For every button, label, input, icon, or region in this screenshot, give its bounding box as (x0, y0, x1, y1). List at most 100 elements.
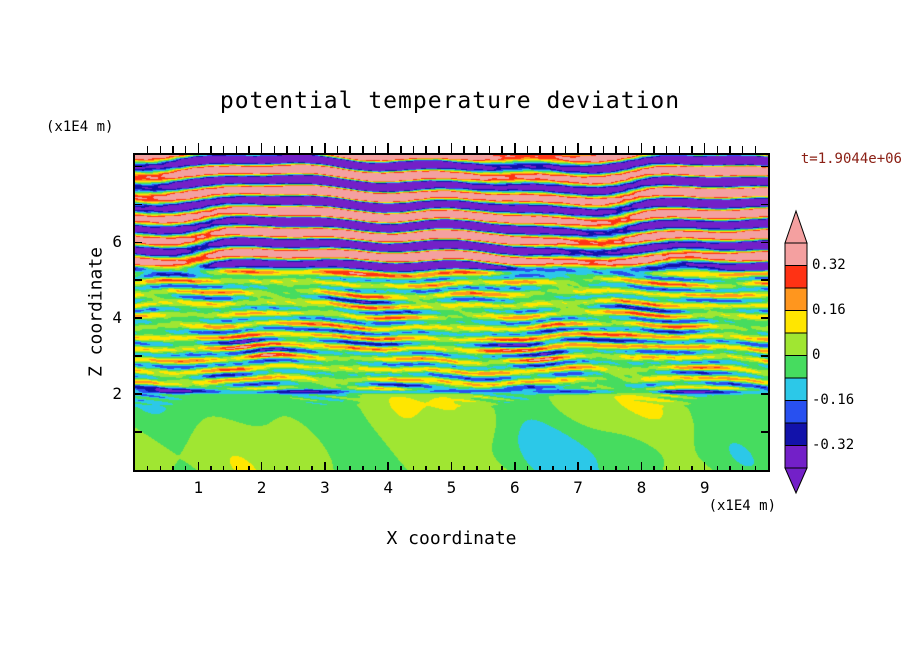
colorbar-arrow (784, 467, 808, 495)
tick-mark (627, 146, 630, 153)
tick-mark (135, 241, 142, 244)
tick-mark (374, 466, 377, 470)
colorbar (784, 209, 808, 495)
tick-mark (501, 146, 503, 153)
tick-mark (716, 466, 719, 470)
tick-mark (412, 466, 415, 470)
tick-mark (286, 146, 288, 153)
tick-mark (222, 466, 225, 470)
tick-mark (552, 146, 554, 153)
tick-mark (349, 146, 351, 153)
colorbar-tick-label: -0.32 (812, 436, 855, 453)
tick-mark (514, 462, 516, 470)
x-tick-label: 9 (699, 478, 710, 497)
tick-mark (703, 143, 706, 153)
tick-mark (761, 393, 768, 395)
tick-mark (665, 146, 668, 153)
tick-mark (678, 146, 681, 153)
tick-mark (761, 279, 768, 281)
tick-mark (273, 146, 275, 153)
tick-mark (716, 146, 719, 153)
tick-mark (235, 466, 238, 470)
plot-title: potential temperature deviation (219, 88, 681, 114)
colorbar-arrow (784, 209, 808, 244)
z-tick-label: 4 (112, 308, 122, 328)
tick-mark (362, 146, 364, 153)
tick-mark (349, 466, 351, 470)
tick-mark (298, 466, 301, 470)
colorbar-band (784, 377, 808, 401)
tick-mark (336, 466, 339, 470)
tick-mark (135, 355, 142, 357)
tick-mark (172, 146, 174, 153)
x-tick-label: 5 (446, 478, 457, 497)
tick-mark (235, 146, 238, 153)
tick-mark (450, 462, 453, 470)
colorbar-band (784, 400, 808, 424)
tick-mark (627, 466, 630, 470)
colorbar-band (784, 355, 808, 379)
colorbar-band (784, 422, 808, 446)
colorbar-band (784, 287, 808, 311)
tick-mark (488, 466, 491, 470)
tick-mark (146, 146, 149, 153)
tick-mark (324, 143, 326, 153)
tick-mark (450, 143, 453, 153)
tick-mark (159, 466, 162, 470)
tick-mark (324, 462, 326, 470)
tick-mark (135, 279, 142, 281)
tick-mark (761, 431, 768, 433)
tick-mark (172, 466, 174, 470)
tick-mark (741, 146, 744, 153)
tick-mark (653, 146, 655, 153)
z-axis-unit: (x1E4 m) (46, 119, 114, 135)
x-tick-label: 7 (573, 478, 583, 497)
tick-mark (400, 146, 402, 153)
tick-mark (362, 466, 364, 470)
tick-mark (273, 466, 275, 470)
tick-mark (222, 146, 225, 153)
tick-mark (761, 241, 768, 244)
z-tick-label: 2 (112, 384, 122, 404)
tick-mark (754, 146, 757, 153)
tick-mark (640, 143, 643, 153)
tick-mark (761, 355, 768, 357)
tick-mark (577, 143, 579, 153)
tick-mark (438, 146, 440, 153)
tick-mark (615, 466, 617, 470)
tick-mark (564, 146, 567, 153)
x-tick-label: 3 (320, 478, 330, 497)
tick-mark (311, 146, 313, 153)
tick-mark (741, 466, 744, 470)
tick-mark (577, 462, 579, 470)
tick-mark (526, 146, 529, 153)
x-tick-label: 6 (509, 478, 520, 497)
tick-mark (210, 146, 212, 153)
tick-mark (476, 466, 478, 470)
tick-mark (602, 146, 605, 153)
plot-frame (133, 153, 770, 472)
tick-mark (210, 466, 212, 470)
tick-mark (640, 462, 643, 470)
tick-mark (501, 466, 503, 470)
x-axis-unit: (x1E4 m) (708, 498, 776, 514)
tick-mark (514, 143, 516, 153)
tick-mark (311, 466, 313, 470)
temperature-field-canvas (135, 155, 768, 470)
tick-mark (135, 165, 142, 168)
tick-mark (197, 462, 200, 470)
tick-mark (387, 143, 389, 153)
tick-mark (539, 146, 541, 153)
tick-mark (463, 466, 465, 470)
colorbar-band (784, 265, 808, 289)
tick-mark (135, 431, 142, 433)
tick-mark (260, 143, 263, 153)
tick-mark (400, 466, 402, 470)
tick-mark (602, 466, 605, 470)
tick-mark (761, 317, 768, 319)
x-tick-label: 4 (383, 478, 393, 497)
tick-mark (146, 466, 149, 470)
colorbar-tick-label: 0.32 (812, 256, 846, 273)
tick-mark (691, 146, 693, 153)
